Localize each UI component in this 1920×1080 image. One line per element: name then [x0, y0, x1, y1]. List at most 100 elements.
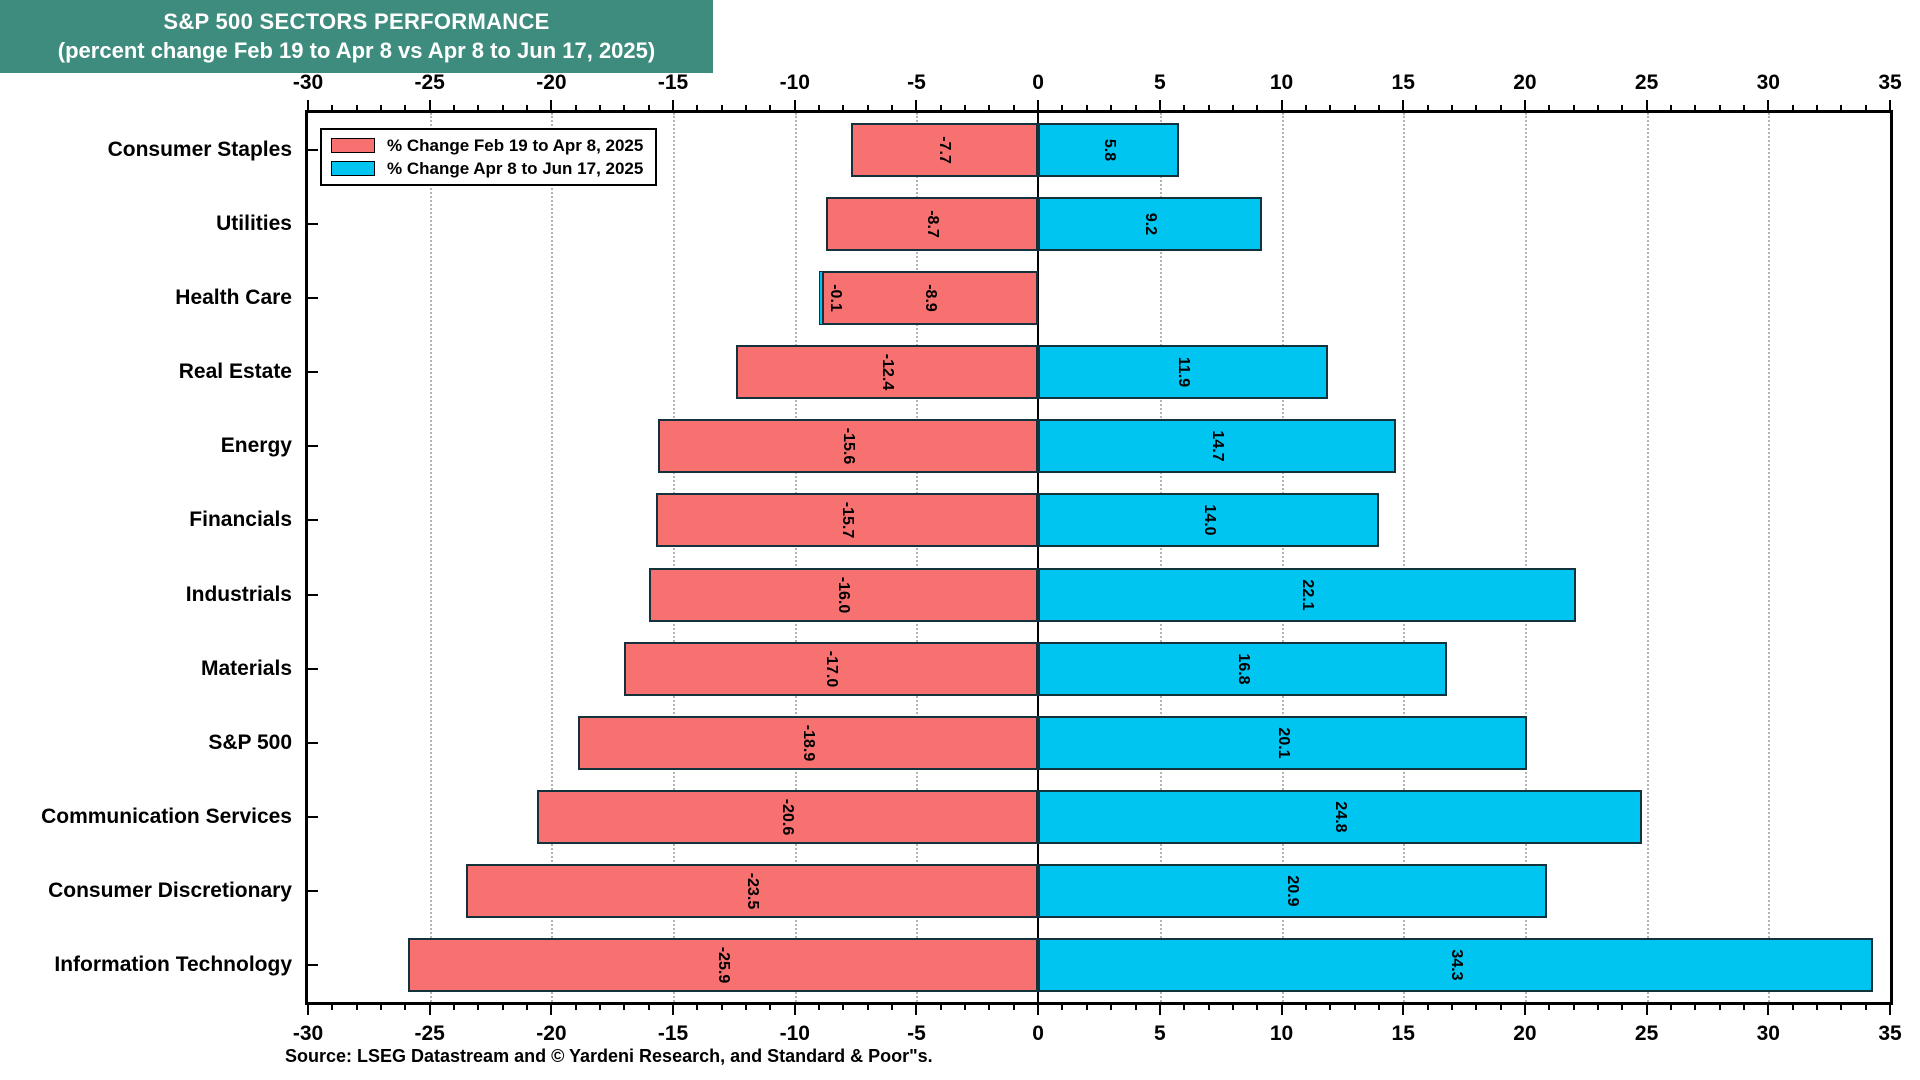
- axis-tick: [307, 100, 309, 110]
- axis-tick: [842, 105, 845, 110]
- axis-tick: [355, 1005, 358, 1010]
- axis-tick: [939, 105, 942, 110]
- axis-tick: [1231, 105, 1234, 110]
- category-label: Health Care: [175, 286, 292, 310]
- axis-tick: [1889, 100, 1891, 110]
- axis-tick: [1840, 1005, 1843, 1010]
- axis-tick-label: -20: [536, 71, 567, 94]
- category-label: Consumer Staples: [107, 138, 292, 162]
- value-label-feb-apr: -17.0: [823, 650, 841, 687]
- value-label-feb-apr: -25.9: [714, 946, 732, 984]
- grid-line: [1403, 113, 1406, 1002]
- axis-tick: [574, 1005, 577, 1010]
- axis-tick-label: -15: [657, 1022, 689, 1045]
- grid-line: [551, 113, 554, 1002]
- axis-tick: [1523, 1005, 1526, 1015]
- value-label-apr-jun: 22.1: [1299, 578, 1317, 611]
- axis-tick: [526, 1005, 529, 1010]
- axis-tick: [672, 100, 675, 110]
- plot-area: % Change Feb 19 to Apr 8, 2025 % Change …: [41, 71, 1902, 1045]
- axis-tick: [1791, 1005, 1794, 1010]
- bar-apr-jun: [1038, 197, 1263, 252]
- axis-tick: [1596, 105, 1599, 110]
- value-label-apr-jun: 5.8: [1100, 138, 1118, 162]
- value-label-feb-apr: -23.5: [744, 872, 762, 910]
- axis-tick: [1840, 105, 1843, 110]
- bar-apr-jun: [1038, 937, 1873, 992]
- grid-line: [429, 113, 432, 1002]
- value-label-apr-jun: -0.1: [826, 284, 844, 312]
- axis-tick: [1353, 1005, 1356, 1010]
- axis-tick: [769, 1005, 772, 1010]
- axis-tick: [866, 105, 869, 110]
- axis-tick: [1329, 105, 1332, 110]
- grid-line: [1646, 113, 1649, 1002]
- bar-apr-jun: [1038, 493, 1379, 548]
- axis-tick: [1280, 100, 1283, 110]
- category-tick: [308, 815, 318, 818]
- legend-box: % Change Feb 19 to Apr 8, 2025 % Change …: [320, 128, 658, 186]
- category-tick: [308, 741, 318, 744]
- axis-tick: [988, 105, 991, 110]
- axis-tick: [1499, 1005, 1502, 1010]
- axis-tick: [574, 105, 577, 110]
- axis-tick: [818, 1005, 821, 1010]
- bar-apr-jun: [1038, 123, 1180, 178]
- axis-tick: [939, 1005, 942, 1010]
- axis-tick: [1256, 1005, 1259, 1010]
- value-label-feb-apr: -15.6: [840, 428, 858, 465]
- value-label-apr-jun: 20.1: [1274, 727, 1292, 759]
- bar-feb-apr: [656, 493, 1039, 548]
- value-label-feb-apr: -7.7: [936, 136, 954, 164]
- axis-tick: [1864, 105, 1867, 110]
- axis-tick: [1280, 1005, 1283, 1015]
- legend-swatch-cyan: [331, 161, 375, 176]
- axis-tick: [1426, 105, 1429, 110]
- axis-tick: [1085, 1005, 1088, 1010]
- axis-tick-label: 30: [1756, 1022, 1780, 1045]
- axis-tick-label: 35: [1878, 1022, 1902, 1045]
- axis-tick: [1864, 1005, 1867, 1010]
- axis-tick: [745, 1005, 748, 1010]
- axis-tick: [404, 105, 407, 110]
- value-label-feb-apr: -16.0: [835, 576, 853, 613]
- bar-feb-apr: [624, 641, 1039, 696]
- category-tick: [308, 149, 318, 152]
- category-tick: [308, 445, 318, 448]
- axis-tick: [1596, 1005, 1599, 1010]
- category-tick: [308, 889, 318, 892]
- axis-tick-label: -20: [536, 1022, 567, 1045]
- value-label-apr-jun: 34.3: [1447, 949, 1465, 981]
- axis-tick: [793, 1005, 796, 1015]
- axis-tick: [915, 1005, 918, 1015]
- axis-tick: [1012, 105, 1015, 110]
- axis-tick: [1742, 105, 1745, 110]
- axis-tick: [1426, 1005, 1429, 1010]
- axis-tick: [526, 105, 529, 110]
- axis-tick: [1061, 105, 1064, 110]
- bar-feb-apr: [736, 345, 1039, 400]
- axis-tick: [331, 105, 334, 110]
- value-label-feb-apr: -20.6: [779, 798, 797, 836]
- axis-tick: [1134, 1005, 1137, 1010]
- category-tick: [308, 519, 318, 522]
- axis-tick: [1231, 1005, 1234, 1010]
- category-tick: [308, 593, 318, 596]
- axis-tick: [1475, 1005, 1478, 1010]
- axis-tick: [988, 1005, 991, 1010]
- bar-feb-apr: [826, 197, 1039, 252]
- axis-tick: [1377, 105, 1380, 110]
- legend-item-apr-jun: % Change Apr 8 to Jun 17, 2025: [331, 157, 643, 180]
- axis-tick: [1402, 100, 1405, 110]
- axis-tick: [404, 1005, 407, 1010]
- value-label-apr-jun: 20.9: [1284, 875, 1302, 907]
- axis-tick-label: 0: [1032, 71, 1044, 94]
- axis-tick: [1815, 105, 1818, 110]
- axis-tick: [501, 1005, 504, 1010]
- category-tick: [308, 371, 318, 374]
- category-label: Industrials: [185, 582, 292, 606]
- category-label: Consumer Discretionary: [48, 878, 292, 902]
- axis-tick-label: -25: [414, 71, 445, 94]
- bar-apr-jun: [1038, 567, 1577, 622]
- value-label-apr-jun: 24.8: [1331, 801, 1349, 833]
